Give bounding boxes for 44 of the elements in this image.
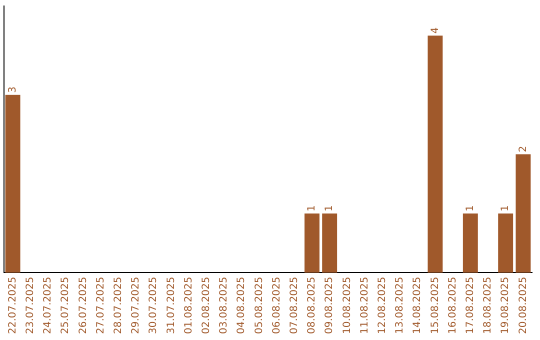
data-label: 3 bbox=[7, 86, 18, 93]
bar bbox=[462, 213, 478, 273]
x-tick-label: 12.08.2025 bbox=[376, 276, 388, 334]
x-tick-label: 31.07.2025 bbox=[166, 276, 177, 334]
x-tick-label: 17.08.2025 bbox=[464, 276, 476, 334]
data-label: 1 bbox=[324, 205, 336, 212]
x-tick-label: 14.08.2025 bbox=[412, 276, 424, 334]
x-tick-label: 02.08.2025 bbox=[200, 276, 212, 334]
x-tick-label: 24.07.2025 bbox=[42, 276, 54, 334]
bar bbox=[498, 213, 514, 273]
x-tick-label: 05.08.2025 bbox=[254, 276, 265, 334]
x-tick-label: 11.08.2025 bbox=[359, 276, 370, 334]
x-tick-label: 03.08.2025 bbox=[218, 276, 230, 334]
x-tick-label: 15.08.2025 bbox=[430, 276, 441, 334]
bar bbox=[304, 213, 320, 273]
bar bbox=[516, 154, 531, 273]
x-tick-label: 27.07.2025 bbox=[95, 276, 106, 334]
x-tick-label: 25.07.2025 bbox=[60, 276, 72, 334]
bar bbox=[322, 213, 338, 273]
x-tick-label: 13.08.2025 bbox=[394, 276, 406, 334]
bar bbox=[428, 36, 443, 273]
x-tick-label: 06.08.2025 bbox=[271, 276, 282, 334]
x-tick-label: 01.08.2025 bbox=[183, 276, 194, 334]
x-tick-label: 10.08.2025 bbox=[342, 276, 353, 334]
x-tick-label: 04.08.2025 bbox=[236, 276, 248, 334]
data-label: 1 bbox=[306, 205, 318, 212]
bar bbox=[5, 94, 20, 273]
x-tick-label: 16.08.2025 bbox=[447, 276, 458, 334]
x-tick-label: 29.07.2025 bbox=[130, 276, 142, 334]
x-tick-label: 09.08.2025 bbox=[324, 276, 336, 334]
x-tick-label: 20.08.2025 bbox=[518, 276, 529, 334]
data-label: 2 bbox=[518, 146, 529, 152]
x-tick-label: 30.07.2025 bbox=[148, 276, 160, 334]
data-label: 1 bbox=[500, 205, 512, 212]
data-label: 1 bbox=[464, 205, 476, 212]
x-tick-label: 28.07.2025 bbox=[112, 276, 124, 334]
x-tick-label: 18.08.2025 bbox=[482, 276, 494, 334]
x-tick-label: 23.07.2025 bbox=[24, 276, 36, 334]
data-label: 4 bbox=[430, 27, 441, 34]
x-tick-label: 19.08.2025 bbox=[500, 276, 512, 334]
x-tick-label: 22.07.2025 bbox=[7, 276, 18, 334]
x-tick-label: 08.08.2025 bbox=[306, 276, 318, 334]
x-tick-label: 07.08.2025 bbox=[288, 276, 300, 334]
x-tick-label: 26.07.2025 bbox=[78, 276, 89, 334]
